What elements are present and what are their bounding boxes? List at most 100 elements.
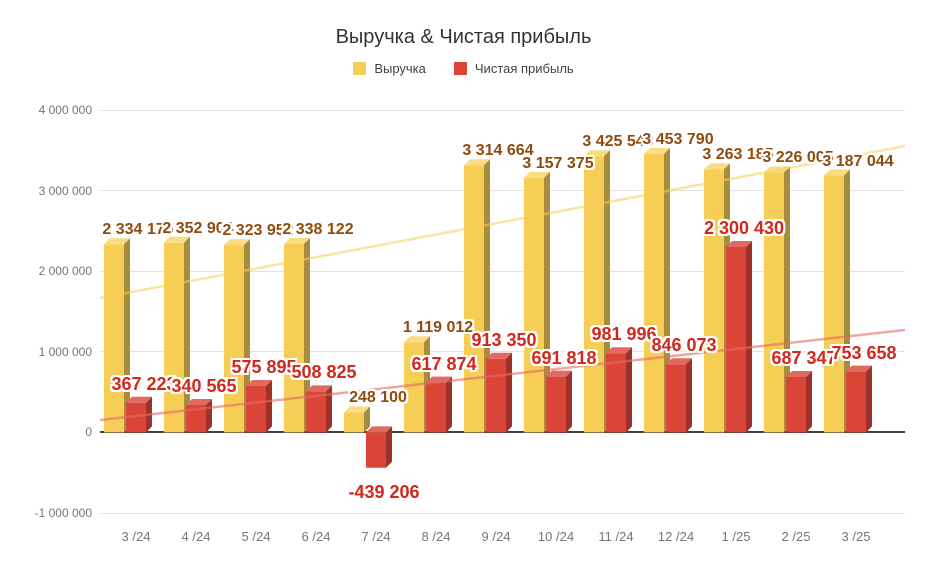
profit-bar[interactable] bbox=[666, 364, 686, 433]
revenue-bar-top[interactable] bbox=[224, 239, 250, 246]
revenue-bar[interactable] bbox=[704, 169, 724, 433]
revenue-value-label: 3 226 005 bbox=[762, 149, 834, 167]
profit-bar-top[interactable] bbox=[666, 358, 692, 365]
profit-bar-top[interactable] bbox=[726, 240, 752, 247]
revenue-bar-top[interactable] bbox=[344, 406, 370, 413]
profit-value-label: 691 818 bbox=[531, 347, 597, 368]
gridline bbox=[100, 270, 905, 272]
revenue-bar-top[interactable] bbox=[404, 336, 430, 343]
profit-bar-top[interactable] bbox=[246, 379, 272, 386]
profit-bar-side[interactable] bbox=[566, 370, 572, 433]
profit-value-label: 617 874 bbox=[411, 353, 477, 374]
profit-bar[interactable] bbox=[426, 382, 446, 433]
y-axis-label: 4 000 000 bbox=[38, 103, 92, 117]
profit-bar-top[interactable] bbox=[366, 426, 392, 433]
trendline-revenue bbox=[99, 144, 906, 300]
revenue-bar-top[interactable] bbox=[584, 150, 610, 157]
revenue-bar-top[interactable] bbox=[164, 236, 190, 243]
profit-bar[interactable] bbox=[546, 376, 566, 433]
legend-label-net-profit: Чистая прибыль bbox=[474, 61, 574, 76]
profit-bar[interactable] bbox=[186, 404, 206, 433]
profit-value-label: 913 350 bbox=[471, 329, 537, 350]
revenue-value-label: 248 100 bbox=[349, 389, 407, 407]
x-axis-label: 5 /24 bbox=[241, 529, 271, 544]
revenue-bar-top[interactable] bbox=[524, 171, 550, 178]
revenue-value-label: 2 334 175 bbox=[102, 221, 174, 239]
revenue-bar-top[interactable] bbox=[704, 163, 730, 170]
profit-bar[interactable] bbox=[126, 402, 146, 433]
legend-item-net-profit[interactable]: Чистая прибыль bbox=[453, 61, 574, 76]
revenue-bar[interactable] bbox=[284, 243, 304, 433]
revenue-bar[interactable] bbox=[764, 172, 784, 433]
profit-bar-side[interactable] bbox=[806, 370, 812, 433]
profit-bar-side[interactable] bbox=[386, 426, 392, 468]
revenue-bar[interactable] bbox=[824, 175, 844, 433]
revenue-value-label: 3 453 790 bbox=[642, 131, 714, 149]
revenue-bar-side[interactable] bbox=[304, 237, 310, 433]
profit-bar-top[interactable] bbox=[786, 370, 812, 377]
profit-bar-top[interactable] bbox=[546, 370, 572, 377]
profit-bar-side[interactable] bbox=[266, 379, 272, 433]
revenue-value-label: 3 314 664 bbox=[462, 142, 534, 160]
revenue-bar-side[interactable] bbox=[124, 238, 130, 433]
revenue-bar-side[interactable] bbox=[784, 166, 790, 433]
revenue-bar[interactable] bbox=[584, 156, 604, 433]
profit-bar[interactable] bbox=[306, 391, 326, 433]
revenue-bar-side[interactable] bbox=[844, 169, 850, 433]
profit-bar-side[interactable] bbox=[506, 352, 512, 433]
revenue-bar-top[interactable] bbox=[824, 169, 850, 176]
profit-bar-top[interactable] bbox=[186, 398, 212, 405]
y-axis-label: 2 000 000 bbox=[38, 264, 92, 279]
profit-bar-top[interactable] bbox=[126, 396, 152, 403]
revenue-bar[interactable] bbox=[404, 342, 424, 433]
x-axis-label: 9 /24 bbox=[481, 529, 511, 544]
revenue-bar[interactable] bbox=[224, 245, 244, 433]
revenue-value-label: 2 338 122 bbox=[282, 220, 354, 238]
profit-bar-side[interactable] bbox=[326, 385, 332, 433]
profit-bar[interactable] bbox=[846, 371, 866, 433]
revenue-bar-side[interactable] bbox=[364, 406, 370, 433]
profit-bar-top[interactable] bbox=[606, 347, 632, 354]
profit-bar[interactable] bbox=[786, 376, 806, 433]
revenue-bar[interactable] bbox=[164, 242, 184, 433]
y-axis-label: 3 000 000 bbox=[38, 183, 92, 198]
chart-title: Выручка & Чистая прибыль bbox=[335, 26, 592, 48]
revenue-bar[interactable] bbox=[644, 154, 664, 433]
profit-bar-top[interactable] bbox=[846, 365, 872, 372]
revenue-bar-top[interactable] bbox=[284, 237, 310, 244]
revenue-bar-top[interactable] bbox=[464, 159, 490, 166]
profit-bar-side[interactable] bbox=[686, 358, 692, 433]
revenue-bar-side[interactable] bbox=[664, 148, 670, 433]
profit-bar-top[interactable] bbox=[306, 385, 332, 392]
revenue-bar-side[interactable] bbox=[544, 171, 550, 433]
revenue-value-label: 3 263 185 bbox=[702, 146, 774, 164]
profit-value-label: 687 347 bbox=[771, 347, 837, 368]
profit-bar-side[interactable] bbox=[746, 240, 752, 433]
profit-bar[interactable] bbox=[606, 353, 626, 433]
profit-bar-side[interactable] bbox=[446, 376, 452, 433]
revenue-bar-top[interactable] bbox=[104, 238, 130, 245]
revenue-bar[interactable] bbox=[464, 165, 484, 433]
profit-value-label: 753 658 bbox=[831, 342, 897, 363]
revenue-value-label: 2 323 952 bbox=[222, 222, 294, 240]
profit-value-label: 575 895 bbox=[231, 356, 297, 377]
revenue-bar-side[interactable] bbox=[184, 236, 190, 433]
profit-bar-top[interactable] bbox=[486, 352, 512, 359]
profit-bar[interactable] bbox=[366, 432, 386, 468]
x-axis-label: 3 /24 bbox=[121, 529, 151, 544]
revenue-value-label: 2 352 904 bbox=[162, 219, 234, 237]
x-axis-label: 10 /24 bbox=[537, 529, 575, 544]
profit-value-label: 367 223 bbox=[111, 373, 177, 394]
revenue-bar-top[interactable] bbox=[644, 148, 670, 155]
profit-bar[interactable] bbox=[726, 246, 746, 433]
y-axis-label: 1 000 000 bbox=[38, 344, 92, 359]
profit-bar-side[interactable] bbox=[626, 347, 632, 433]
revenue-bar[interactable] bbox=[344, 412, 364, 433]
legend-item-revenue[interactable]: Выручка bbox=[353, 61, 426, 76]
revenue-bar[interactable] bbox=[524, 177, 544, 433]
profit-bar[interactable] bbox=[246, 385, 266, 433]
profit-bar-side[interactable] bbox=[866, 365, 872, 433]
revenue-bar[interactable] bbox=[104, 244, 124, 433]
